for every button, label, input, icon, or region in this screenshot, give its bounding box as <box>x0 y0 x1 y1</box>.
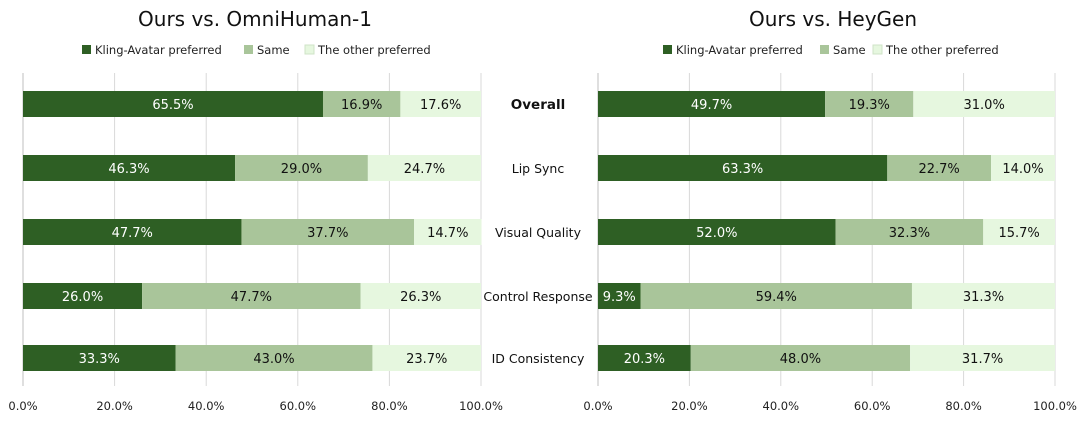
data-label: 47.7% <box>231 290 272 305</box>
data-label: 22.7% <box>918 162 959 177</box>
legend-label-other-preferred: The other preferred <box>885 43 999 57</box>
bar-same <box>835 219 984 245</box>
chart-heygen: Ours vs. HeyGen Kling-Avatar preferred Sam… <box>583 7 1077 413</box>
x-tick-label: 0.0% <box>8 399 37 413</box>
bar-kling-preferred <box>23 155 236 181</box>
data-label: 16.9% <box>341 98 382 113</box>
data-label: 23.7% <box>406 352 447 367</box>
legend-label-other-preferred: The other preferred <box>317 43 431 57</box>
bar-kling-preferred <box>23 345 176 371</box>
data-label: 63.3% <box>722 162 763 177</box>
bar-other-preferred <box>372 345 481 371</box>
legend-swatch-same <box>820 45 829 54</box>
bar-kling-preferred <box>598 283 641 309</box>
category-label: Control Response <box>483 289 593 304</box>
bar-other-preferred <box>983 219 1055 245</box>
bar-other-preferred <box>991 155 1055 181</box>
chart-omnihuman: Ours vs. OmniHuman-1 Kling-Avatar preferr… <box>8 7 503 413</box>
legend-swatch-kling-preferred <box>663 45 672 54</box>
data-label: 37.7% <box>307 226 348 241</box>
bar-same <box>142 283 361 309</box>
category-label: ID Consistency <box>492 351 585 366</box>
category-label: Lip Sync <box>512 161 565 176</box>
data-label: 43.0% <box>253 352 294 367</box>
x-tick-label: 20.0% <box>96 399 133 413</box>
x-tick-label: 20.0% <box>671 399 708 413</box>
bar-same <box>175 345 373 371</box>
data-label: 31.0% <box>964 98 1005 113</box>
data-label: 29.0% <box>281 162 322 177</box>
bar-kling-preferred <box>598 219 836 245</box>
x-tick-label: 40.0% <box>763 399 800 413</box>
legend-label-same: Same <box>833 43 866 57</box>
x-tick-label: 80.0% <box>945 399 982 413</box>
bar-other-preferred <box>910 345 1055 371</box>
x-tick-label: 100.0% <box>459 399 503 413</box>
legend-swatch-other-preferred <box>872 44 883 55</box>
bar-other-preferred <box>400 91 481 117</box>
legend-swatch-other-preferred <box>304 44 315 55</box>
bar-other-preferred <box>367 155 481 181</box>
bar-same <box>690 345 911 371</box>
data-label: 46.3% <box>108 162 149 177</box>
data-label: 33.3% <box>79 352 120 367</box>
data-label: 9.3% <box>603 290 636 305</box>
data-label: 49.7% <box>691 98 732 113</box>
data-label: 14.0% <box>1002 162 1043 177</box>
data-label: 47.7% <box>112 226 153 241</box>
bar-other-preferred <box>913 91 1055 117</box>
legend-label-same: Same <box>257 43 290 57</box>
data-label: 20.3% <box>624 352 665 367</box>
data-label: 48.0% <box>780 352 821 367</box>
x-tick-label: 0.0% <box>583 399 612 413</box>
bar-kling-preferred <box>598 91 826 117</box>
bar-kling-preferred <box>598 155 888 181</box>
data-label: 17.6% <box>420 98 461 113</box>
data-label: 52.0% <box>696 226 737 241</box>
bar-other-preferred <box>414 219 482 245</box>
data-label: 26.0% <box>62 290 103 305</box>
legend-swatch-same <box>244 45 253 54</box>
bar-kling-preferred <box>23 91 323 117</box>
legend-label-kling-preferred: Kling-Avatar preferred <box>95 43 222 57</box>
x-tick-label: 40.0% <box>188 399 225 413</box>
bar-same <box>887 155 992 181</box>
data-label: 31.7% <box>962 352 1003 367</box>
bar-same <box>640 283 912 309</box>
data-label: 14.7% <box>427 226 468 241</box>
data-label: 65.5% <box>152 98 193 113</box>
x-tick-label: 80.0% <box>371 399 408 413</box>
data-label: 32.3% <box>889 226 930 241</box>
bar-kling-preferred <box>598 345 691 371</box>
legend-swatch-kling-preferred <box>82 45 91 54</box>
data-label: 59.4% <box>756 290 797 305</box>
data-label: 26.3% <box>400 290 441 305</box>
category-label: Visual Quality <box>495 225 582 240</box>
category-label: Overall <box>511 97 565 113</box>
chart-title: Ours vs. HeyGen <box>749 7 917 31</box>
x-tick-label: 60.0% <box>854 399 891 413</box>
data-label: 24.7% <box>404 162 445 177</box>
bar-kling-preferred <box>23 283 143 309</box>
category-labels: Overall Lip Sync Visual Quality Control Res… <box>483 97 593 366</box>
bar-other-preferred <box>360 283 481 309</box>
bar-same <box>241 219 415 245</box>
data-label: 19.3% <box>849 98 890 113</box>
data-label: 31.3% <box>963 290 1004 305</box>
bar-same <box>825 91 914 117</box>
x-tick-label: 100.0% <box>1033 399 1077 413</box>
bar-other-preferred <box>911 283 1055 309</box>
data-label: 15.7% <box>998 226 1039 241</box>
x-tick-label: 60.0% <box>280 399 317 413</box>
bar-same <box>322 91 401 117</box>
bar-same <box>235 155 368 181</box>
bar-kling-preferred <box>23 219 242 245</box>
chart-title: Ours vs. OmniHuman-1 <box>138 7 372 31</box>
legend-label-kling-preferred: Kling-Avatar preferred <box>676 43 803 57</box>
